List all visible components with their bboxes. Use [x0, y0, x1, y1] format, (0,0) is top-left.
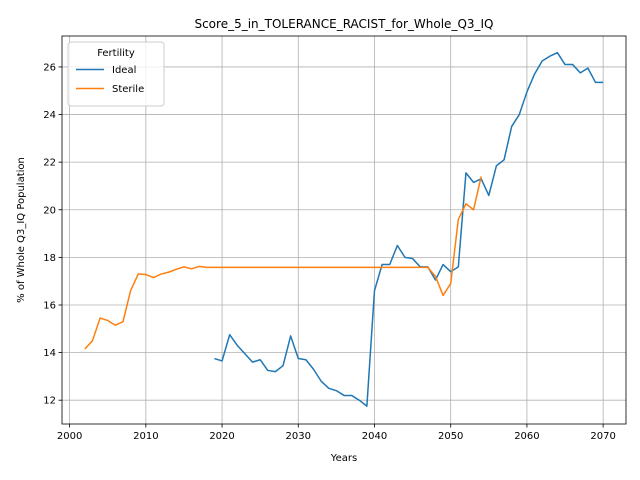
y-tick-label: 14 — [43, 348, 56, 359]
y-tick-label: 24 — [43, 110, 56, 121]
legend-entry-ideal: Ideal — [112, 65, 136, 76]
y-tick-label: 16 — [43, 300, 56, 311]
x-axis-label: Years — [330, 453, 357, 464]
x-tick-label: 2030 — [286, 431, 311, 442]
legend-title: Fertility — [97, 48, 135, 59]
grid — [62, 36, 626, 424]
x-tick-label: 2070 — [590, 431, 615, 442]
legend: Fertility Ideal Sterile — [67, 41, 165, 107]
x-tick-label: 2060 — [514, 431, 539, 442]
series-lines — [84, 51, 604, 407]
legend-entry-sterile: Sterile — [112, 84, 144, 95]
plot-frame — [61, 35, 627, 425]
x-axis: 2000 2010 2020 2030 2040 2050 2060 2070 — [57, 424, 616, 442]
y-tick-label: 12 — [43, 396, 56, 407]
series-line-sterile — [84, 176, 482, 350]
y-axis: 12 14 16 18 20 22 24 26 — [43, 62, 62, 407]
y-axis-label: % of Whole Q3_IQ Population — [16, 157, 27, 303]
series-line-ideal — [214, 51, 604, 407]
x-tick-label: 2040 — [362, 431, 387, 442]
y-tick-label: 26 — [43, 62, 56, 73]
legend-box — [67, 41, 165, 107]
y-tick-label: 22 — [43, 158, 56, 169]
y-tick-label: 20 — [43, 205, 56, 216]
x-tick-label: 2010 — [133, 431, 158, 442]
x-tick-label: 2020 — [209, 431, 234, 442]
x-tick-label: 2050 — [438, 431, 463, 442]
chart-title: Score_5_in_TOLERANCE_RACIST_for_Whole_Q3… — [194, 17, 493, 31]
y-tick-label: 18 — [43, 253, 56, 264]
x-tick-label: 2000 — [57, 431, 82, 442]
